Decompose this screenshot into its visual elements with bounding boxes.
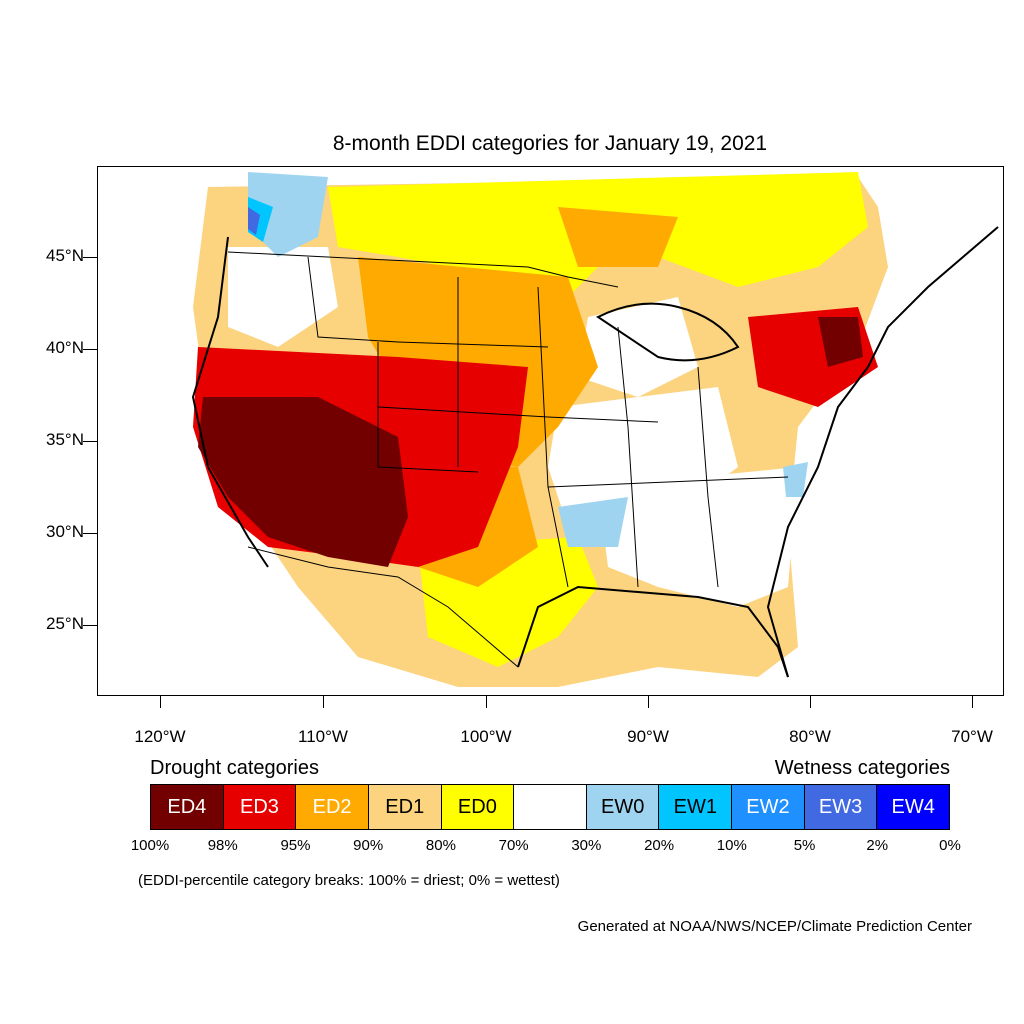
state-line-6 — [377, 406, 659, 423]
category-fill-normal-southeast — [598, 467, 798, 607]
lat-tick — [83, 257, 97, 258]
legend-break-label: 95% — [280, 837, 311, 854]
legend-break-label: 90% — [353, 837, 384, 854]
legend-swatch-ew0: EW0 — [586, 785, 660, 829]
map-title: 8-month EDDI categories for January 19, … — [332, 132, 768, 155]
legend-swatch-ew1: EW1 — [659, 785, 733, 829]
category-fill-normal-lakes — [578, 297, 698, 397]
legend-break-label: 30% — [571, 837, 602, 854]
state-line-8 — [697, 366, 719, 588]
legend-swatch-normal — [514, 785, 587, 829]
great-lakes-outline — [596, 302, 740, 362]
lon-tick — [810, 696, 811, 708]
legend-swatch-ed0: ED0 — [441, 785, 515, 829]
lat-label: 35°N — [46, 430, 84, 449]
conus-map-canvas — [191, 172, 999, 687]
legend-swatch-ew2: EW2 — [732, 785, 805, 829]
lon-tick — [648, 696, 649, 708]
category-fill-ed4-northeast — [818, 317, 863, 367]
credit-line: Generated at NOAA/NWS/NCEP/Climate Predi… — [577, 918, 972, 935]
state-line-2 — [377, 342, 479, 473]
category-fill-ew0-louisiana — [558, 497, 628, 547]
lon-tick — [323, 696, 324, 708]
category-fill-ed2-canada — [558, 207, 678, 267]
legend-break-label: 70% — [498, 837, 529, 854]
lon-label: 120°W — [134, 727, 186, 746]
lat-tick — [83, 441, 97, 442]
state-line-5 — [397, 341, 549, 348]
legend-swatch-ew3: EW3 — [804, 785, 878, 829]
state-line-9 — [547, 476, 789, 488]
legend-swatch-ed4: ED4 — [151, 785, 224, 829]
legend-break-label: 100% — [130, 837, 170, 854]
gulf-coastline — [517, 585, 789, 678]
category-fill-ew0-carolina — [783, 462, 808, 497]
lon-label: 110°W — [298, 727, 348, 746]
category-note: (EDDI-percentile category breaks: 100% =… — [138, 872, 560, 889]
legend-break-label: 80% — [425, 837, 456, 854]
legend-swatch-ew4: EW4 — [877, 785, 950, 829]
us-mexico-border — [247, 546, 519, 668]
lon-label: 80°W — [789, 727, 831, 746]
lon-tick — [486, 696, 487, 708]
lat-label: 25°N — [46, 614, 84, 633]
lon-label: 100°W — [460, 727, 512, 746]
state-line-7 — [617, 326, 639, 588]
lon-tick — [972, 696, 973, 708]
legend-break-label: 98% — [207, 837, 238, 854]
drought-heading: Drought categories — [150, 757, 319, 779]
legend-break-label: 5% — [793, 837, 816, 854]
lat-tick — [83, 625, 97, 626]
category-fill-ew0-washington — [248, 172, 328, 257]
category-fill-ew3-washington — [248, 207, 260, 235]
category-fill-ed4-southwest — [198, 397, 408, 567]
legend-swatch-ed2: ED2 — [296, 785, 369, 829]
us-canada-border — [227, 251, 619, 288]
lat-label: 30°N — [46, 522, 84, 541]
wetness-heading: Wetness categories — [774, 757, 950, 779]
legend-swatch-ed1: ED1 — [368, 785, 442, 829]
lat-tick — [83, 533, 97, 534]
lon-label: 70°W — [951, 727, 993, 746]
legend-break-label: 10% — [716, 837, 747, 854]
lat-label: 40°N — [46, 338, 84, 357]
eddi-map — [97, 166, 1004, 696]
legend-swatch-ed3: ED3 — [223, 785, 297, 829]
lon-tick — [160, 696, 161, 708]
west-coastline — [191, 236, 269, 568]
lon-label: 90°W — [627, 727, 669, 746]
east-coastline — [766, 226, 999, 678]
lat-label: 45°N — [46, 246, 84, 265]
lat-tick — [83, 349, 97, 350]
legend-break-label: 2% — [866, 837, 889, 854]
legend-break-label: 20% — [644, 837, 675, 854]
legend-color-bar: ED4 ED3 ED2 ED1 ED0 EW0 EW1 EW2 EW3 EW4 — [150, 784, 950, 830]
legend-break-label: 0% — [939, 837, 961, 854]
category-fill-normal-northwest — [228, 247, 338, 347]
state-line-1 — [307, 256, 399, 343]
